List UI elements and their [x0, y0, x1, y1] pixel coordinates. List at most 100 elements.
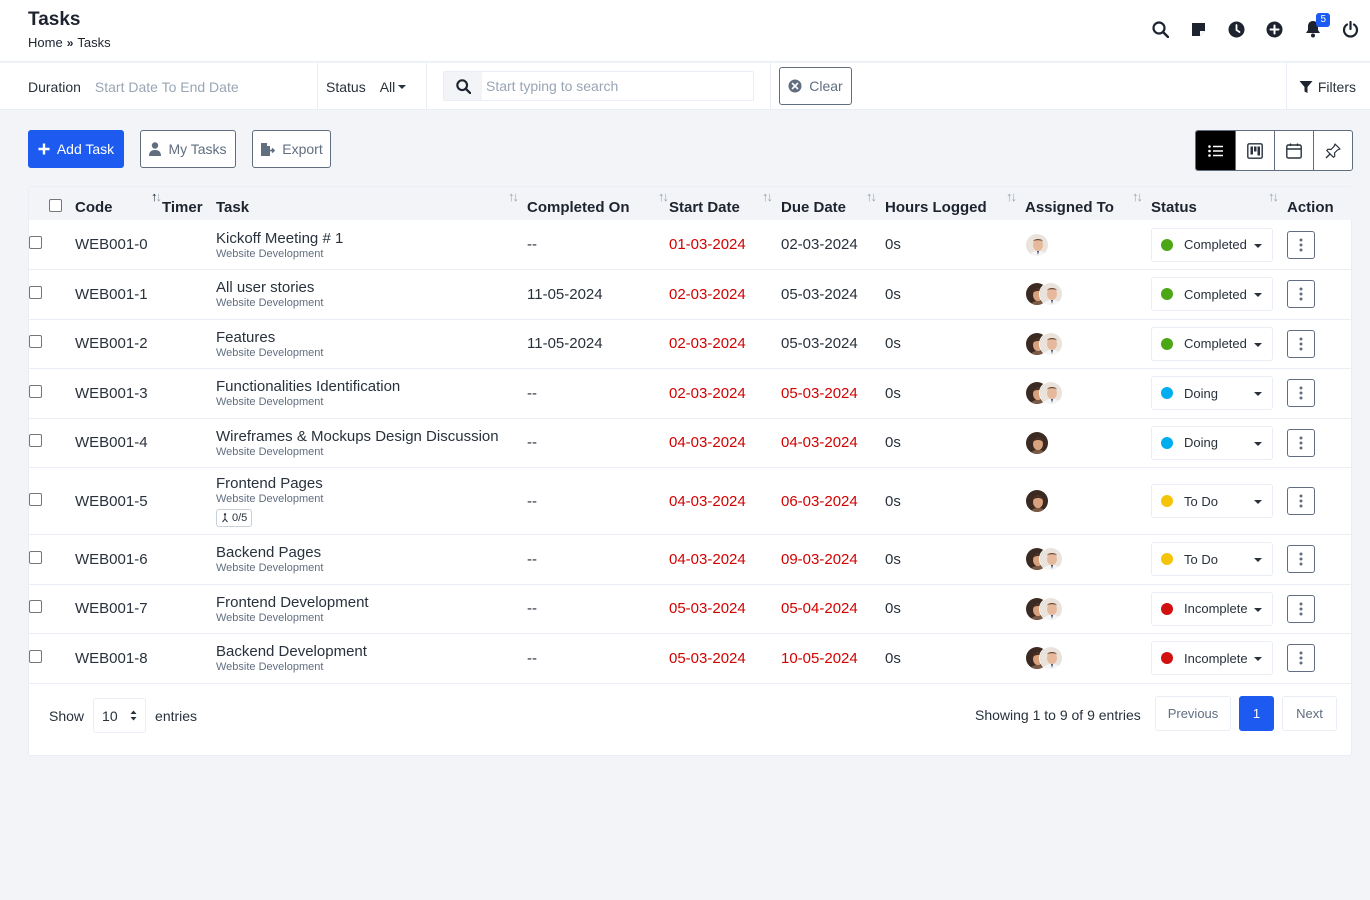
- column-header-completed-on[interactable]: Completed On ↑↓: [527, 189, 669, 216]
- row-checkbox[interactable]: [29, 384, 42, 398]
- task-name-link[interactable]: Wireframes & Mockups Design Discussion: [216, 427, 499, 445]
- task-project-name: Website Development: [216, 493, 324, 505]
- column-header-task[interactable]: Task ↑↓: [216, 189, 519, 216]
- row-actions-button[interactable]: [1287, 644, 1315, 673]
- due-date: 05-03-2024: [781, 269, 885, 320]
- caret-down-icon: [398, 84, 407, 89]
- avatar[interactable]: [1039, 381, 1063, 406]
- plus-circle-icon[interactable]: [1265, 19, 1284, 39]
- breadcrumb-home[interactable]: Home: [28, 35, 63, 50]
- avatar[interactable]: [1025, 430, 1049, 455]
- plus-icon: [38, 143, 50, 155]
- search-input[interactable]: [482, 78, 752, 94]
- row-checkbox[interactable]: [29, 550, 42, 564]
- sticky-note-icon[interactable]: [1189, 19, 1208, 39]
- action-cell: [1287, 269, 1353, 320]
- page-1-button[interactable]: 1: [1239, 696, 1274, 731]
- status-cell: Incomplete: [1151, 633, 1287, 684]
- avatar[interactable]: [1039, 646, 1063, 671]
- assigned-to: [1025, 467, 1151, 535]
- status-label: Status: [326, 78, 366, 95]
- page-length-select[interactable]: 10: [93, 698, 147, 733]
- duration-date-range-input[interactable]: Start Date To End Date: [94, 78, 239, 95]
- subtask-count-badge[interactable]: 0/5: [216, 509, 253, 527]
- duration-filter[interactable]: Duration Start Date To End Date: [28, 63, 239, 110]
- calendar-view-button[interactable]: [1274, 131, 1313, 170]
- row-actions-button[interactable]: [1287, 379, 1315, 408]
- status-dropdown[interactable]: Completed: [1151, 326, 1273, 361]
- page-length-control: Show 10 entries: [49, 698, 197, 733]
- task-name-link[interactable]: Frontend Pages: [216, 475, 323, 492]
- breadcrumb-current: Tasks: [77, 35, 111, 50]
- row-actions-button[interactable]: [1287, 230, 1315, 259]
- row-checkbox[interactable]: [29, 492, 42, 506]
- status-dropdown[interactable]: Doing: [1151, 425, 1273, 460]
- due-date: 02-03-2024: [781, 220, 885, 270]
- clear-filters-button[interactable]: Clear: [779, 67, 852, 105]
- status-filter-select[interactable]: All: [380, 79, 407, 95]
- task-name-link[interactable]: Functionalities Identification: [216, 378, 401, 396]
- row-actions-button[interactable]: [1287, 487, 1315, 515]
- assigned-to: [1025, 368, 1151, 419]
- kanban-view-button[interactable]: [1235, 131, 1274, 170]
- row-actions-button[interactable]: [1287, 545, 1315, 574]
- row-checkbox[interactable]: [29, 285, 42, 299]
- row-checkbox[interactable]: [29, 236, 42, 249]
- filter-divider: [426, 63, 427, 110]
- avatar[interactable]: [1039, 282, 1063, 307]
- bell-icon[interactable]: 5: [1303, 13, 1330, 39]
- row-actions-button[interactable]: [1287, 280, 1315, 309]
- avatar[interactable]: [1039, 547, 1063, 572]
- row-checkbox[interactable]: [29, 434, 42, 448]
- task-name-link[interactable]: Frontend Development: [216, 593, 369, 611]
- clock-icon[interactable]: [1227, 19, 1246, 39]
- pinned-view-button[interactable]: [1313, 131, 1352, 170]
- status-dropdown[interactable]: Completed: [1151, 277, 1273, 312]
- add-task-button[interactable]: Add Task: [28, 130, 124, 168]
- export-button[interactable]: Export: [252, 130, 331, 168]
- my-tasks-button[interactable]: My Tasks: [140, 130, 236, 168]
- next-page-button[interactable]: Next: [1282, 696, 1337, 731]
- column-header-hours-logged[interactable]: Hours Logged ↑↓: [885, 189, 1017, 216]
- previous-page-button[interactable]: Previous: [1155, 696, 1231, 731]
- caret-down-icon: [1254, 500, 1262, 504]
- row-checkbox[interactable]: [29, 335, 42, 349]
- power-icon[interactable]: [1341, 19, 1360, 39]
- row-checkbox[interactable]: [29, 600, 42, 614]
- row-checkbox[interactable]: [29, 649, 42, 663]
- status-dropdown[interactable]: Incomplete: [1151, 641, 1273, 676]
- task-name-link[interactable]: All user stories: [216, 279, 315, 297]
- tasks-table-card: Code ↑↓ Timer Task ↑↓ Completed On ↑↓ Start…: [28, 186, 1353, 756]
- select-all-checkbox[interactable]: [49, 199, 62, 212]
- task-name-link[interactable]: Kickoff Meeting # 1: [216, 229, 344, 247]
- column-header-due-date[interactable]: Due Date ↑↓: [781, 189, 877, 216]
- row-actions-button[interactable]: [1287, 594, 1315, 623]
- status-dropdown[interactable]: Incomplete: [1151, 591, 1273, 626]
- list-view-button[interactable]: [1196, 131, 1235, 170]
- filters-button[interactable]: Filters: [1299, 63, 1356, 110]
- row-actions-button[interactable]: [1287, 428, 1315, 457]
- status-dropdown[interactable]: Completed: [1151, 227, 1273, 262]
- task-name-link[interactable]: Backend Development: [216, 643, 367, 661]
- column-header-code[interactable]: Code ↑↓: [75, 189, 162, 216]
- column-header-status[interactable]: Status ↑↓: [1151, 189, 1279, 216]
- avatar[interactable]: [1039, 596, 1063, 621]
- task-code: WEB001-5: [75, 467, 162, 535]
- avatar[interactable]: [1039, 331, 1063, 356]
- avatar[interactable]: [1025, 489, 1049, 513]
- more-vertical-icon: [1299, 651, 1303, 665]
- status-dropdown[interactable]: To Do: [1151, 484, 1273, 518]
- status-dropdown[interactable]: To Do: [1151, 542, 1273, 577]
- avatar[interactable]: [1025, 232, 1049, 257]
- caret-down-icon: [1254, 558, 1262, 563]
- row-actions-button[interactable]: [1287, 329, 1315, 358]
- action-cell: [1287, 467, 1353, 535]
- duration-label: Duration: [28, 78, 81, 95]
- task-name-link[interactable]: Features: [216, 328, 276, 346]
- status-dropdown[interactable]: Doing: [1151, 376, 1273, 411]
- page-title: Tasks: [28, 9, 81, 30]
- search-icon[interactable]: [1151, 19, 1170, 39]
- column-header-assigned-to[interactable]: Assigned To ↑↓: [1025, 189, 1143, 216]
- column-header-start-date[interactable]: Start Date ↑↓: [669, 189, 773, 216]
- task-name-link[interactable]: Backend Pages: [216, 544, 322, 562]
